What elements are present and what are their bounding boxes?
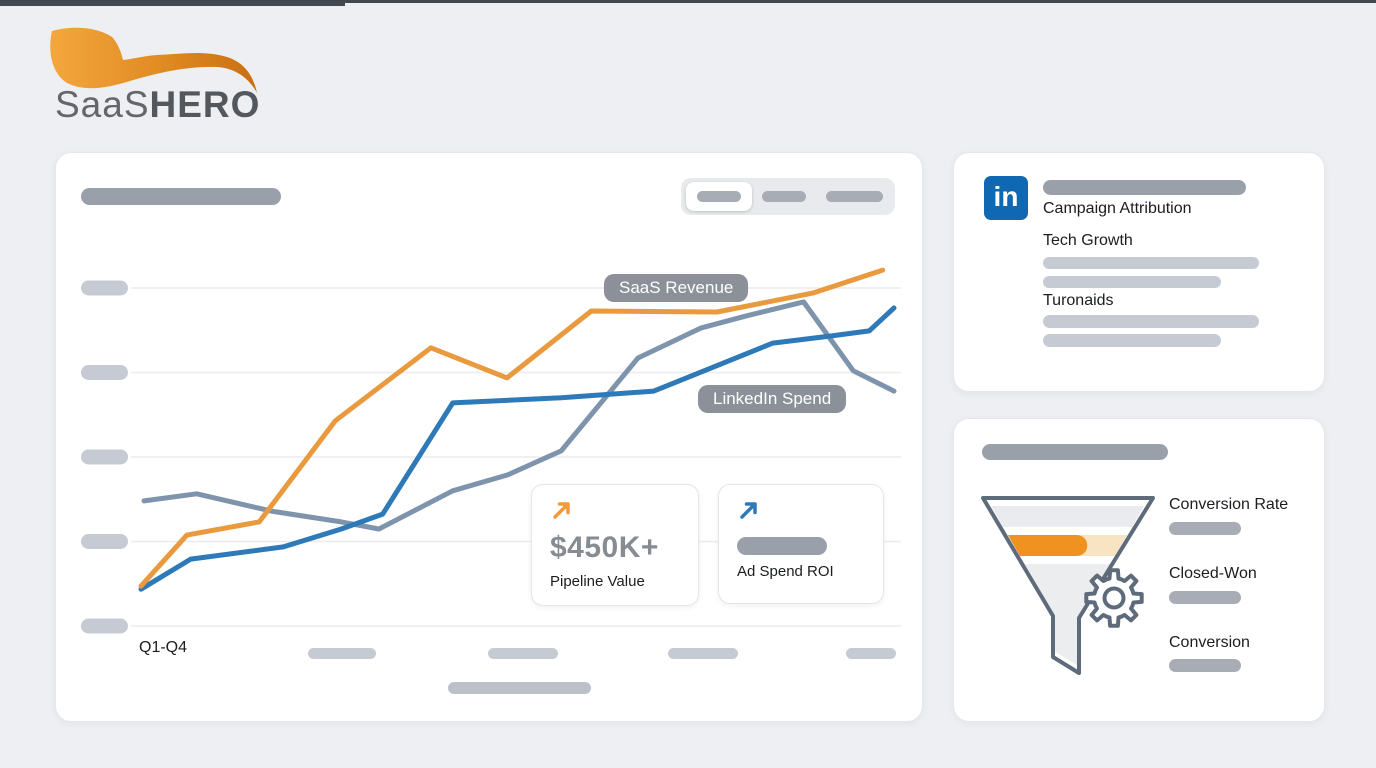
attribution-item-turonaids: Turonaids: [1043, 292, 1114, 309]
stage-value-placeholder: [1169, 659, 1241, 672]
brand-name-light: SaaS: [55, 84, 150, 125]
y-tick-placeholder: [81, 534, 128, 549]
placeholder-line: [1043, 315, 1259, 328]
segment-option-3[interactable]: [826, 191, 883, 202]
attribution-panel-title: Campaign Attribution: [1043, 200, 1192, 217]
trend-up-icon: [740, 502, 757, 519]
roi-value-placeholder: [737, 537, 827, 555]
series-line-linkedin-spend: [138, 305, 897, 592]
pipeline-value: $450K+: [550, 531, 659, 564]
segment-option-2[interactable]: [762, 191, 806, 202]
x-tick-placeholder: [308, 648, 376, 659]
campaign-performance-panel: SaaS Revenue LinkedIn Spend Q1-Q4 $450K+…: [55, 152, 923, 722]
y-tick-placeholder: [81, 280, 128, 296]
gear-icon: [1084, 568, 1144, 628]
placeholder-line: [1043, 276, 1221, 288]
attribution-item-tech-growth: Tech Growth: [1043, 232, 1133, 249]
funnel-stage-closed-won: Closed-Won: [1169, 565, 1257, 582]
placeholder-line: [1043, 334, 1221, 347]
funnel-title-placeholder: [982, 444, 1168, 460]
pipeline-value-label: Pipeline Value: [550, 573, 645, 590]
series-chip-linkedin-spend: LinkedIn Spend: [698, 385, 847, 413]
conversion-funnel-panel: Conversion Rate Closed-Won Conversion: [953, 418, 1325, 722]
stage-value-placeholder: [1169, 591, 1241, 604]
y-tick-placeholder: [81, 618, 128, 634]
x-axis-label: Q1-Q4: [139, 639, 188, 656]
x-tick-placeholder: [488, 648, 558, 659]
x-axis-caption-placeholder: [448, 682, 591, 694]
series-line-secondary: [141, 299, 897, 532]
funnel-icon: [981, 496, 1155, 675]
funnel-stage-conversion-rate: Conversion Rate: [1169, 496, 1289, 513]
trend-up-icon: [553, 502, 570, 519]
pipeline-value-card: $450K+ Pipeline Value: [531, 484, 699, 606]
segment-option-1-selected[interactable]: [686, 182, 752, 211]
ad-spend-roi-label: Ad Spend ROI: [737, 563, 834, 580]
brand-name-bold: HERO: [149, 84, 261, 125]
brand-swoosh-icon: [50, 27, 258, 94]
top-accent-bar-left: [0, 0, 345, 6]
x-tick-placeholder: [668, 648, 738, 659]
linkedin-icon: in: [984, 176, 1028, 220]
placeholder-line: [1043, 257, 1259, 269]
funnel-stage-conversion: Conversion: [1169, 634, 1250, 651]
stage-value-placeholder: [1169, 522, 1241, 535]
attribution-title-placeholder: [1043, 180, 1246, 195]
ad-spend-roi-card: Ad Spend ROI: [718, 484, 884, 604]
x-tick-placeholder: [846, 648, 896, 659]
time-range-segmented-control[interactable]: [681, 178, 895, 215]
y-tick-placeholder: [81, 365, 128, 380]
panel-title-placeholder: [81, 188, 281, 205]
campaign-attribution-panel: in Campaign Attribution Tech Growth Turo…: [953, 152, 1325, 392]
y-tick-placeholder: [81, 449, 128, 465]
series-line-saas-revenue: [138, 267, 886, 589]
revenue-spend-line-chart: [81, 267, 901, 694]
brand-logo: SaaSHERO: [45, 22, 285, 130]
segment-1-label-placeholder: [697, 191, 741, 202]
top-accent-bar: [0, 0, 1376, 3]
brand-name: SaaSHERO: [55, 84, 260, 126]
series-chip-saas-revenue: SaaS Revenue: [604, 274, 749, 302]
